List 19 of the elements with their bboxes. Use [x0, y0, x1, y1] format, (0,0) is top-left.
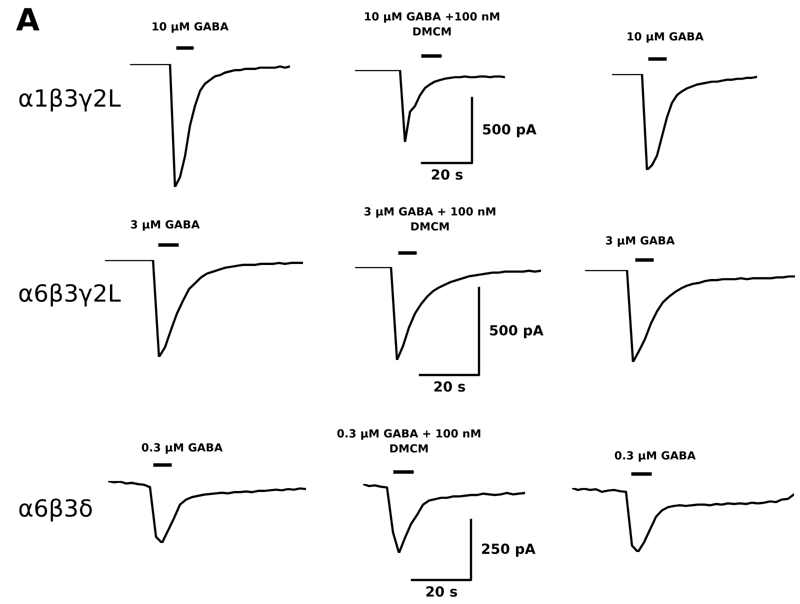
text: A [16, 8, 40, 30]
chart-title: 10 µM GABA +100 nM DMCM [365, 12, 500, 36]
y-axis-title: α6β3γ2L [19, 284, 121, 306]
annotation: 250 pA [482, 544, 536, 557]
chart-title: 0.3 µM GABA [614, 451, 696, 462]
chart-title: 3 µM GABA [131, 220, 200, 231]
text: 20 s [432, 169, 463, 180]
y-axis-title: α6β3δ [19, 498, 92, 522]
annotation: 500 pA [490, 325, 544, 338]
chart-title: 10 µM GABA [152, 22, 229, 33]
chart-title: 0.3 µM GABA [142, 443, 223, 454]
annotation: 500 pA [483, 124, 536, 138]
chart-title: 0.3 µM GABA + 100 nM DMCM [337, 429, 480, 453]
y-axis-title: α1β3γ2L [19, 88, 121, 112]
chart-title: 3 µM GABA + 100 nM DMCM [364, 207, 496, 231]
chart-title: 3 µM GABA [606, 236, 675, 247]
text: 20 s [426, 586, 458, 597]
text: 20 s [434, 381, 466, 392]
chart-title: 10 µM GABA [628, 32, 704, 43]
